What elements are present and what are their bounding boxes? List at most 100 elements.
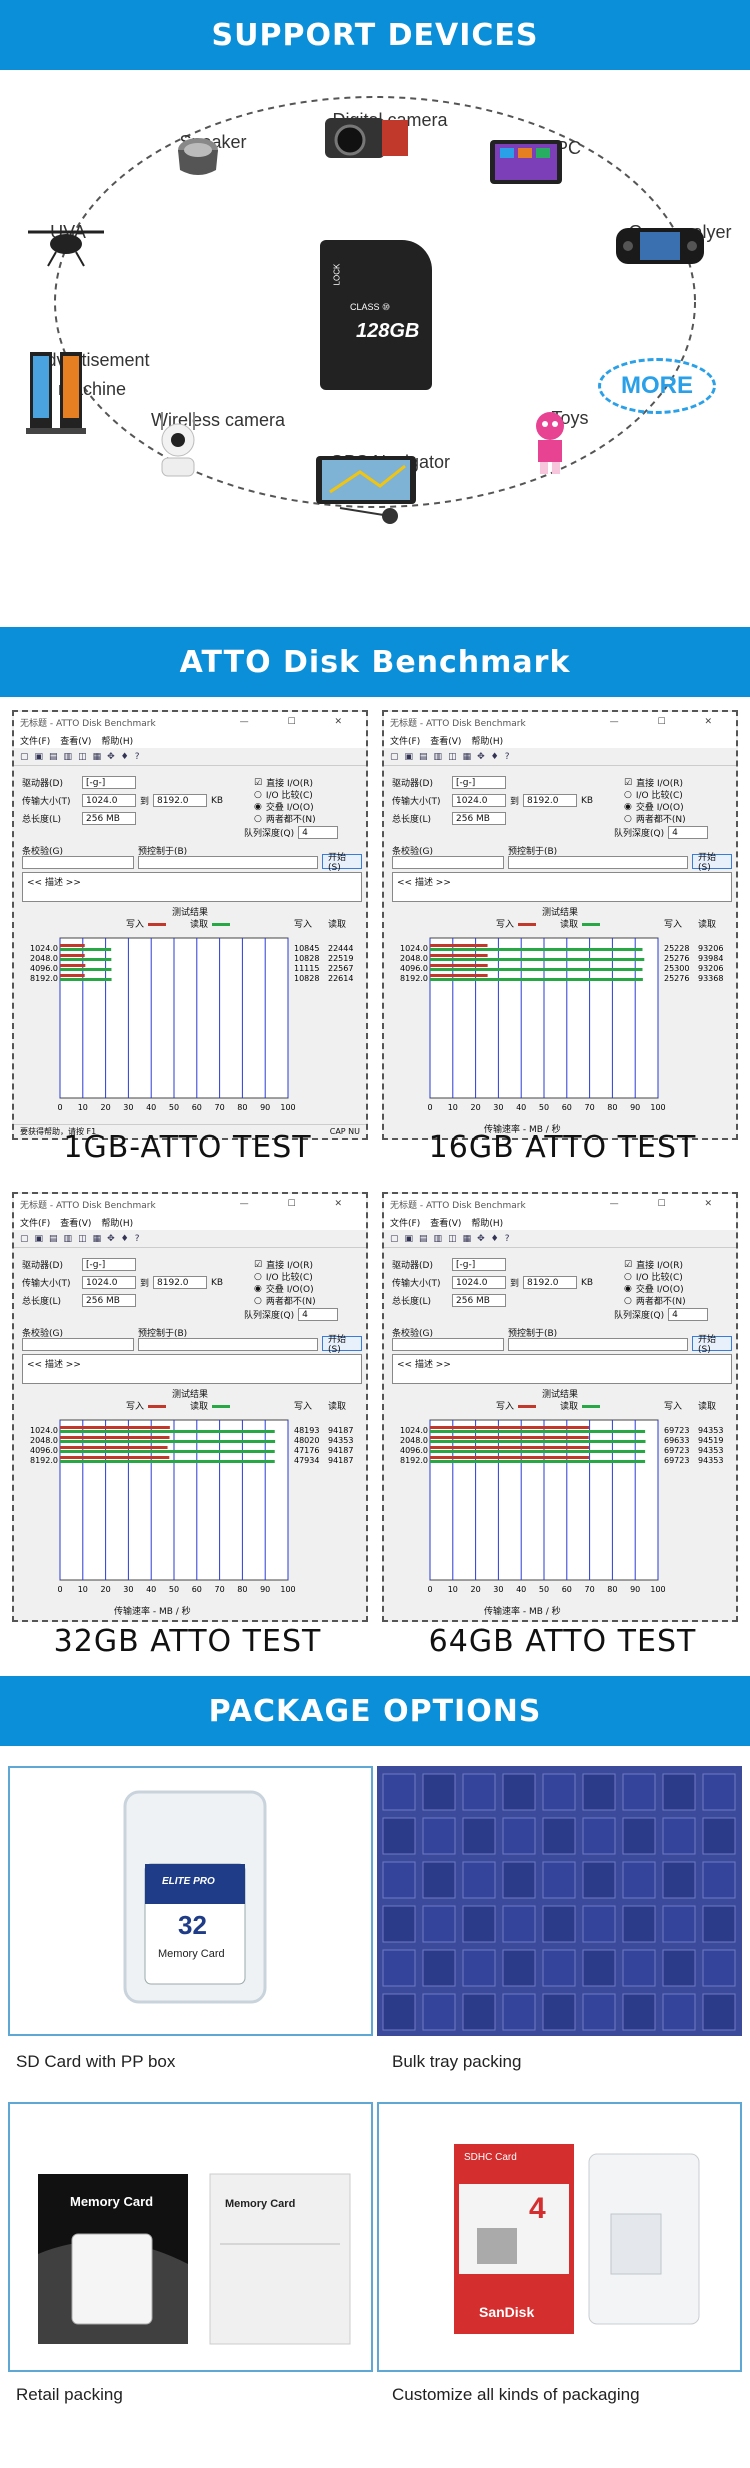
print-icon[interactable]: ▥ (433, 751, 443, 762)
preview-icon[interactable]: ◫ (78, 751, 87, 762)
condition-select[interactable] (392, 856, 504, 869)
io-compare-radio[interactable]: ○ (624, 1271, 632, 1282)
window-controls-icon[interactable]: — ☐ ✕ (239, 1199, 360, 1209)
condition-select[interactable] (22, 856, 134, 869)
help-icon[interactable]: ? (134, 1233, 140, 1244)
save-icon[interactable]: ▤ (49, 1233, 58, 1244)
direct-io-checkbox[interactable]: ☑ (254, 1259, 263, 1270)
description-box[interactable]: << 描述 >> (22, 1354, 362, 1384)
description-box[interactable]: << 描述 >> (392, 872, 732, 902)
hint-icon[interactable]: ♦ (490, 751, 499, 762)
preview-icon[interactable]: ◫ (448, 751, 457, 762)
queue-depth-select[interactable]: 4 (668, 1308, 709, 1321)
neither-radio[interactable]: ○ (254, 1295, 262, 1306)
preview-icon[interactable]: ◫ (448, 1233, 457, 1244)
move-icon[interactable]: ✥ (107, 751, 115, 762)
start-button[interactable]: 开始(S) (692, 1335, 732, 1355)
neither-radio[interactable]: ○ (624, 813, 632, 824)
menu-help[interactable]: 帮助(H) (101, 1218, 134, 1229)
control-select[interactable] (508, 1338, 688, 1351)
drive-select[interactable]: [-g-] (82, 1258, 136, 1271)
open-icon[interactable]: ▣ (34, 751, 44, 762)
menu-view[interactable]: 查看(V) (430, 736, 462, 747)
transfer-to-select[interactable]: 8192.0 (523, 1276, 578, 1289)
preview-icon[interactable]: ◫ (78, 1233, 87, 1244)
open-icon[interactable]: ▣ (404, 1233, 414, 1244)
save-icon[interactable]: ▤ (419, 1233, 428, 1244)
transfer-from-select[interactable]: 1024.0 (82, 1276, 136, 1289)
menu-view[interactable]: 查看(V) (60, 1218, 92, 1229)
drive-icon[interactable]: ▦ (92, 1233, 102, 1244)
overlapped-radio[interactable]: ◉ (254, 801, 262, 812)
window-controls-icon[interactable]: — ☐ ✕ (609, 717, 730, 727)
control-select[interactable] (138, 856, 318, 869)
hint-icon[interactable]: ♦ (120, 751, 129, 762)
new-icon[interactable]: ▢ (390, 751, 399, 762)
start-button[interactable]: 开始(S) (322, 1335, 362, 1355)
menu-help[interactable]: 帮助(H) (101, 736, 134, 747)
transfer-to-select[interactable]: 8192.0 (153, 794, 208, 807)
menu-help[interactable]: 帮助(H) (471, 1218, 504, 1229)
transfer-from-select[interactable]: 1024.0 (452, 1276, 506, 1289)
save-icon[interactable]: ▤ (419, 751, 428, 762)
move-icon[interactable]: ✥ (107, 1233, 115, 1244)
description-box[interactable]: << 描述 >> (22, 872, 362, 902)
window-controls-icon[interactable]: — ☐ ✕ (609, 1199, 730, 1209)
io-compare-radio[interactable]: ○ (624, 789, 632, 800)
help-icon[interactable]: ? (504, 751, 510, 762)
direct-io-checkbox[interactable]: ☑ (624, 777, 633, 788)
open-icon[interactable]: ▣ (34, 1233, 44, 1244)
transfer-to-select[interactable]: 8192.0 (153, 1276, 208, 1289)
drive-icon[interactable]: ▦ (92, 751, 102, 762)
total-length-select[interactable]: 256 MB (82, 1294, 136, 1307)
overlapped-radio[interactable]: ◉ (624, 1283, 632, 1294)
start-button[interactable]: 开始(S) (322, 853, 362, 873)
window-controls-icon[interactable]: — ☐ ✕ (239, 717, 360, 727)
help-icon[interactable]: ? (134, 751, 140, 762)
drive-select[interactable]: [-g-] (82, 776, 136, 789)
control-select[interactable] (508, 856, 688, 869)
transfer-from-select[interactable]: 1024.0 (452, 794, 506, 807)
io-compare-radio[interactable]: ○ (254, 789, 262, 800)
overlapped-radio[interactable]: ◉ (254, 1283, 262, 1294)
neither-radio[interactable]: ○ (254, 813, 262, 824)
io-compare-radio[interactable]: ○ (254, 1271, 262, 1282)
drive-select[interactable]: [-g-] (452, 776, 506, 789)
queue-depth-select[interactable]: 4 (298, 1308, 339, 1321)
menu-file[interactable]: 文件(F) (20, 736, 51, 747)
hint-icon[interactable]: ♦ (120, 1233, 129, 1244)
total-length-select[interactable]: 256 MB (452, 1294, 506, 1307)
start-button[interactable]: 开始(S) (692, 853, 732, 873)
new-icon[interactable]: ▢ (20, 751, 29, 762)
new-icon[interactable]: ▢ (20, 1233, 29, 1244)
menu-file[interactable]: 文件(F) (390, 736, 421, 747)
help-icon[interactable]: ? (504, 1233, 510, 1244)
neither-radio[interactable]: ○ (624, 1295, 632, 1306)
print-icon[interactable]: ▥ (433, 1233, 443, 1244)
menu-file[interactable]: 文件(F) (20, 1218, 51, 1229)
queue-depth-select[interactable]: 4 (298, 826, 339, 839)
open-icon[interactable]: ▣ (404, 751, 414, 762)
condition-select[interactable] (22, 1338, 134, 1351)
direct-io-checkbox[interactable]: ☑ (254, 777, 263, 788)
menu-view[interactable]: 查看(V) (430, 1218, 462, 1229)
menu-file[interactable]: 文件(F) (390, 1218, 421, 1229)
transfer-from-select[interactable]: 1024.0 (82, 794, 136, 807)
drive-select[interactable]: [-g-] (452, 1258, 506, 1271)
menu-help[interactable]: 帮助(H) (471, 736, 504, 747)
description-box[interactable]: << 描述 >> (392, 1354, 732, 1384)
overlapped-radio[interactable]: ◉ (624, 801, 632, 812)
queue-depth-select[interactable]: 4 (668, 826, 709, 839)
drive-icon[interactable]: ▦ (462, 1233, 472, 1244)
menu-view[interactable]: 查看(V) (60, 736, 92, 747)
control-select[interactable] (138, 1338, 318, 1351)
drive-icon[interactable]: ▦ (462, 751, 472, 762)
total-length-select[interactable]: 256 MB (82, 812, 136, 825)
print-icon[interactable]: ▥ (63, 1233, 73, 1244)
move-icon[interactable]: ✥ (477, 1233, 485, 1244)
move-icon[interactable]: ✥ (477, 751, 485, 762)
hint-icon[interactable]: ♦ (490, 1233, 499, 1244)
save-icon[interactable]: ▤ (49, 751, 58, 762)
new-icon[interactable]: ▢ (390, 1233, 399, 1244)
direct-io-checkbox[interactable]: ☑ (624, 1259, 633, 1270)
